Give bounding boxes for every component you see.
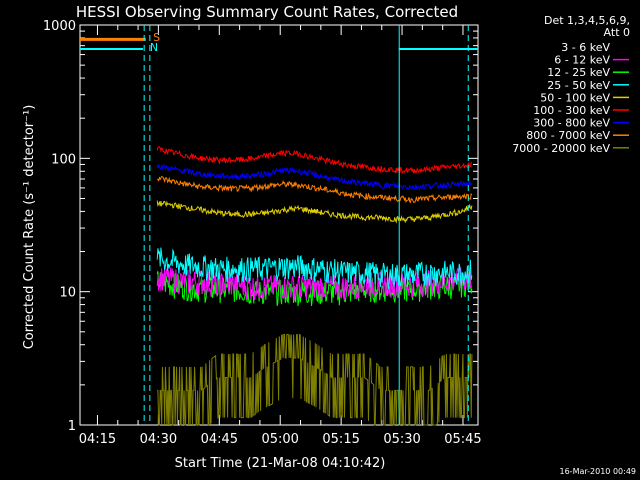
legend-entry-label: 800 - 7000 keV — [526, 129, 610, 142]
legend-entry-label: 300 - 800 keV — [533, 117, 610, 130]
chart-title: HESSI Observing Summary Count Rates, Cor… — [76, 3, 458, 21]
series-line-5 — [156, 146, 473, 175]
legend-entry-label: 50 - 100 keV — [540, 91, 610, 104]
x-tick-label: 05:15 — [322, 432, 359, 447]
series-line-0 — [156, 300, 473, 355]
legend-entry-label: 3 - 6 keV — [561, 41, 610, 54]
x-tick-label: 04:15 — [79, 432, 116, 447]
night-label: N — [150, 41, 158, 54]
annotations: SN — [80, 25, 478, 425]
legend-header-line-2: Att 0 — [604, 26, 630, 39]
plot-area: 04:15 04:30 04:45 05:00 05:15 05:30 05:45 1 10 10… — [43, 19, 482, 447]
series-line-6 — [156, 163, 473, 192]
x-tick-label: 05:30 — [383, 432, 420, 447]
x-tick-label: 04:45 — [201, 432, 238, 447]
series-line-4 — [156, 200, 473, 224]
y-tick-label: 1000 — [43, 19, 76, 34]
plot-frame — [79, 24, 479, 426]
x-tick-label: 05:00 — [261, 432, 298, 447]
legend-header-line-1: Det 1,3,4,5,6,9, — [544, 14, 630, 27]
series-line-3 — [156, 247, 473, 289]
timestamp: 16-Mar-2010 00:49 — [560, 467, 637, 476]
y-tick-label: 1 — [68, 419, 76, 434]
legend-entry-label: 12 - 25 keV — [547, 66, 610, 79]
y-tick-label: 100 — [51, 152, 76, 167]
legend-entry-label: 7000 - 20000 keV — [512, 142, 610, 155]
legend-entry-label: 100 - 300 keV — [533, 104, 610, 117]
y-tick-label: 10 — [59, 286, 76, 301]
series-line-1 — [156, 266, 473, 301]
x-tick-label: 05:45 — [444, 432, 481, 447]
y-axis-label: Corrected Count Rate (s⁻¹ detector⁻¹) — [22, 105, 37, 350]
x-axis-label: Start Time (21-Mar-08 04:10:42) — [175, 456, 386, 471]
series-line-7 — [157, 176, 473, 204]
legend-entry-label: 6 - 12 keV — [554, 54, 610, 67]
saa-label: S — [153, 31, 160, 44]
series-line-8 — [157, 333, 473, 426]
x-tick-label: 04:30 — [140, 432, 177, 447]
legend-entry-label: 25 - 50 keV — [547, 79, 610, 92]
